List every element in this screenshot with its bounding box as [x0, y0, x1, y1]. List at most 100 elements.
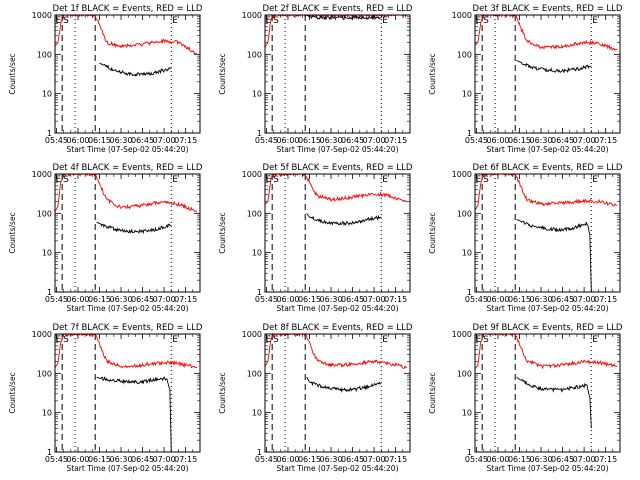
panel-9: Det 9f BLACK = Events, RED = LLD Counts/s… — [428, 323, 623, 473]
x-tick-label: 06:00 — [276, 295, 299, 304]
x-tick-label: 06:30 — [530, 455, 553, 464]
panel-title: Det 8f BLACK = Events, RED = LLD — [263, 323, 413, 333]
x-tick-label: 06:45 — [131, 136, 154, 145]
y-tick-label: 1000 — [32, 11, 52, 20]
lld-series-line — [55, 15, 198, 55]
y-tick-label: 1000 — [242, 11, 262, 20]
x-axis-label: Start Time (07-Sep-02 05:44:20) — [277, 464, 399, 473]
y-tick-label: 100 — [457, 50, 472, 59]
events-series-line — [516, 60, 592, 74]
y-tick-label: 100 — [247, 209, 262, 218]
y-tick-label: 100 — [37, 209, 52, 218]
y-tick-label: 1 — [47, 448, 52, 457]
marker-e-start: E — [55, 335, 61, 345]
y-tick-label: 100 — [247, 50, 262, 59]
x-tick-label: 06:00 — [276, 455, 299, 464]
y-tick-label: 1000 — [452, 330, 472, 339]
marker-e-end: E — [172, 335, 178, 345]
panel-title: Det 7f BLACK = Events, RED = LLD — [53, 323, 203, 333]
y-tick-label: 10 — [252, 90, 262, 99]
x-tick-label: 07:00 — [153, 295, 176, 304]
x-tick-label: 07:15 — [174, 455, 197, 464]
x-axis-label: Start Time (07-Sep-02 05:44:20) — [487, 304, 609, 313]
y-tick-label: 1 — [257, 288, 262, 297]
marker-s-start: S — [63, 175, 69, 185]
x-tick-label: 06:00 — [66, 455, 89, 464]
events-series-line — [516, 219, 592, 292]
y-tick-label: 10 — [462, 90, 472, 99]
events-series-line — [306, 15, 382, 21]
x-tick-label: 06:45 — [551, 295, 574, 304]
x-axis-label: Start Time (07-Sep-02 05:44:20) — [487, 464, 609, 473]
x-tick-label: 06:30 — [110, 455, 133, 464]
marker-e-end: E — [382, 335, 388, 345]
lld-series-line — [265, 174, 408, 205]
panel-title: Det 5f BLACK = Events, RED = LLD — [263, 163, 413, 173]
panel-5: Det 5f BLACK = Events, RED = LLD Counts/s… — [218, 163, 413, 313]
x-tick-label: 07:15 — [174, 136, 197, 145]
x-tick-label: 07:00 — [573, 295, 596, 304]
x-tick-label: 06:15 — [88, 295, 111, 304]
lld-series-line — [475, 174, 618, 211]
x-tick-label: 06:00 — [486, 455, 509, 464]
marker-s-start: S — [483, 335, 489, 345]
marker-s-start: S — [63, 16, 69, 26]
marker-e-end: E — [172, 175, 178, 185]
x-tick-label: 07:00 — [363, 136, 386, 145]
marker-e-start: E — [475, 335, 481, 345]
marker-e-start: E — [265, 16, 271, 26]
y-tick-label: 1000 — [242, 170, 262, 179]
x-tick-label: 07:00 — [363, 455, 386, 464]
y-tick-label: 1000 — [452, 170, 472, 179]
plot-frame — [474, 14, 621, 134]
x-tick-label: 07:00 — [153, 136, 176, 145]
x-tick-label: 06:30 — [320, 295, 343, 304]
panel-title: Det 2f BLACK = Events, RED = LLD — [263, 4, 413, 14]
x-tick-label: 07:15 — [594, 136, 617, 145]
x-tick-label: 07:00 — [573, 455, 596, 464]
x-tick-label: 07:15 — [384, 136, 407, 145]
marker-e-end: E — [382, 16, 388, 26]
x-tick-label: 07:00 — [363, 295, 386, 304]
y-axis-label: Counts/sec — [428, 372, 437, 413]
y-tick-label: 1 — [47, 129, 52, 138]
panel-2: Det 2f BLACK = Events, RED = LLD Counts/s… — [218, 4, 413, 154]
x-axis-label: Start Time (07-Sep-02 05:44:20) — [277, 145, 399, 154]
events-series-line — [306, 376, 382, 393]
y-tick-label: 1 — [257, 448, 262, 457]
events-series-line — [306, 213, 382, 227]
y-tick-label: 100 — [247, 369, 262, 378]
y-tick-label: 100 — [457, 209, 472, 218]
x-tick-label: 07:00 — [153, 455, 176, 464]
x-tick-label: 07:15 — [384, 455, 407, 464]
marker-e-end: E — [592, 16, 598, 26]
marker-e-start: E — [55, 175, 61, 185]
x-tick-label: 07:15 — [384, 295, 407, 304]
x-tick-label: 06:45 — [341, 295, 364, 304]
x-tick-label: 06:45 — [551, 455, 574, 464]
x-tick-label: 06:15 — [508, 455, 531, 464]
marker-s-start: S — [273, 16, 279, 26]
x-tick-label: 06:30 — [110, 295, 133, 304]
x-tick-label: 07:15 — [594, 295, 617, 304]
marker-s-start: S — [483, 16, 489, 26]
x-axis-label: Start Time (07-Sep-02 05:44:20) — [67, 145, 189, 154]
y-tick-label: 10 — [42, 409, 52, 418]
y-tick-label: 1000 — [452, 11, 472, 20]
plot-frame — [54, 333, 201, 453]
x-axis-label: Start Time (07-Sep-02 05:44:20) — [277, 304, 399, 313]
marker-s-start: S — [273, 175, 279, 185]
x-tick-label: 05:45 — [255, 295, 278, 304]
lld-series-line — [475, 334, 618, 370]
x-tick-label: 06:30 — [320, 455, 343, 464]
y-tick-label: 1 — [257, 129, 262, 138]
x-tick-label: 06:45 — [551, 136, 574, 145]
plot-frame — [474, 333, 621, 453]
events-series-line — [516, 376, 592, 429]
plot-frame — [264, 14, 411, 134]
panel-title: Det 3f BLACK = Events, RED = LLD — [473, 4, 623, 14]
lld-series-line — [475, 15, 618, 52]
x-tick-label: 06:30 — [530, 295, 553, 304]
y-tick-label: 100 — [37, 369, 52, 378]
